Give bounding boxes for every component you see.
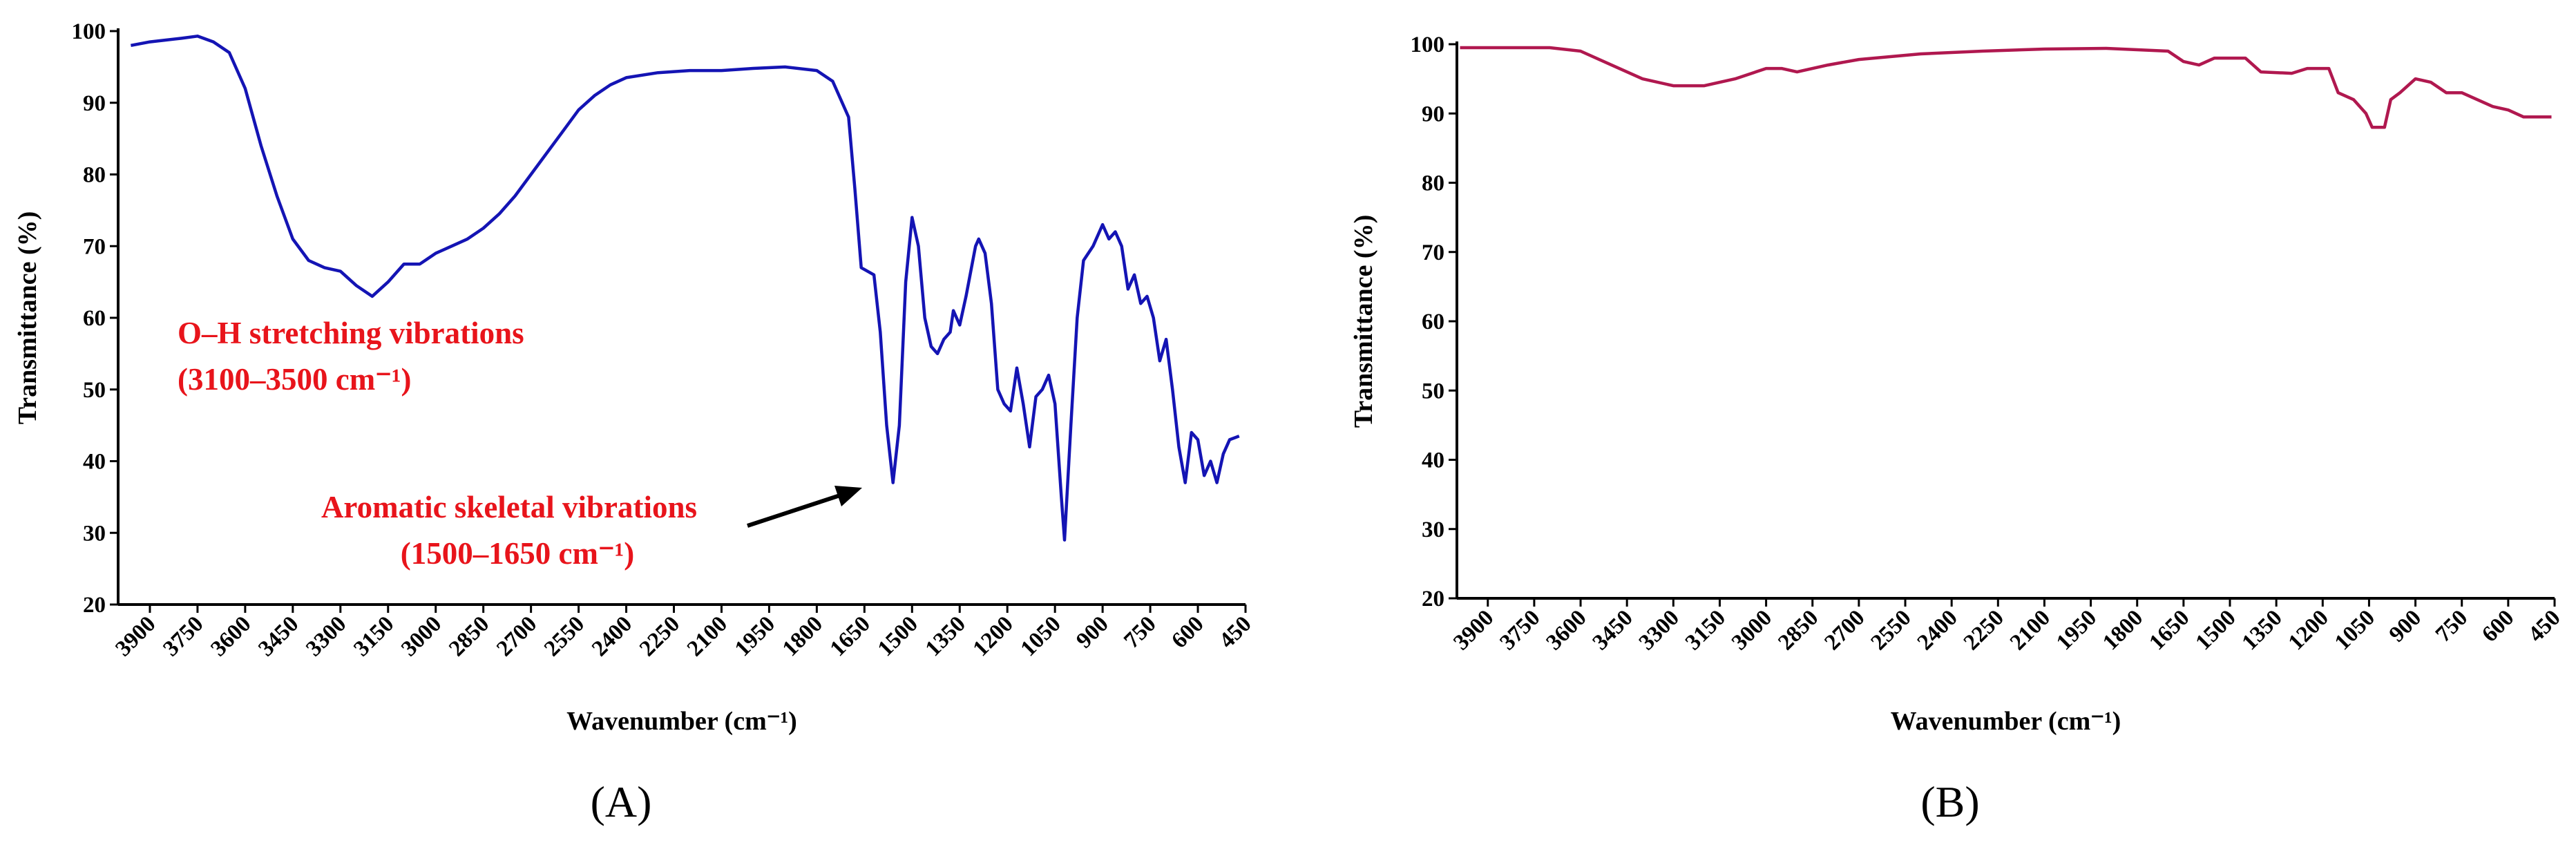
y-tick-label: 50 — [83, 378, 106, 403]
y-tick-label: 30 — [83, 521, 106, 546]
x-tick-label: 1650 — [2144, 605, 2194, 655]
annotation: (1500–1650 cm⁻¹) — [401, 536, 634, 571]
x-tick-label: 1500 — [873, 611, 923, 661]
x-tick-label: 900 — [1071, 611, 1113, 653]
x-axis-title: Wavenumber (cm⁻¹) — [566, 707, 797, 736]
x-tick-label: 1800 — [778, 611, 828, 661]
x-tick-label: 2100 — [2005, 605, 2055, 655]
x-tick-label: 2700 — [1820, 605, 1869, 655]
y-tick-label: 60 — [1422, 310, 1444, 334]
y-tick-label: 20 — [1422, 587, 1444, 611]
x-tick-label: 1800 — [2098, 605, 2148, 655]
x-tick-label: 3450 — [1588, 605, 1638, 655]
x-tick-label: 2550 — [540, 611, 589, 661]
y-tick-label: 60 — [83, 306, 106, 331]
y-tick-label: 50 — [1422, 379, 1444, 403]
arrow-head — [834, 486, 862, 506]
x-tick-label: 600 — [2477, 605, 2519, 647]
y-tick-label: 90 — [1422, 102, 1444, 126]
x-tick-label: 3900 — [1449, 605, 1498, 655]
x-tick-label: 2400 — [1913, 605, 1963, 655]
annotation: (3100–3500 cm⁻¹) — [178, 362, 411, 397]
annotation-arrow — [747, 491, 849, 528]
spectrum-line — [130, 35, 1240, 542]
spectrum-line — [1460, 46, 2552, 129]
x-tick-label: 1050 — [2330, 605, 2380, 655]
x-tick-label: 750 — [1119, 611, 1161, 653]
x-tick-label: 1950 — [730, 611, 780, 661]
x-tick-label: 2700 — [492, 611, 542, 661]
y-axis-title: Transmittance (%) — [13, 211, 42, 425]
x-tick-label: 450 — [2523, 605, 2565, 647]
y-tick-label: 70 — [83, 234, 106, 259]
panel-label: (B) — [1920, 777, 1979, 826]
x-tick-label: 3900 — [111, 611, 161, 661]
y-tick-label: 90 — [83, 91, 106, 116]
x-axis-title: Wavenumber (cm⁻¹) — [1891, 707, 2121, 736]
x-tick-label: 3750 — [1495, 605, 1545, 655]
x-tick-label: 2100 — [683, 611, 732, 661]
y-axis-title: Transmittance (%) — [1349, 215, 1378, 428]
x-tick-label: 1950 — [2052, 605, 2101, 655]
x-tick-label: 1350 — [2238, 605, 2287, 655]
annotation: Aromatic skeletal vibrations — [321, 490, 697, 524]
x-tick-label: 900 — [2385, 605, 2426, 647]
y-tick-label: 80 — [1422, 171, 1444, 196]
x-tick-label: 1350 — [921, 611, 971, 661]
y-tick-label: 100 — [72, 19, 106, 44]
y-tick-label: 20 — [83, 593, 106, 618]
y-tick-label: 40 — [83, 450, 106, 475]
x-tick-label: 600 — [1167, 611, 1208, 653]
x-tick-label: 3000 — [1727, 605, 1777, 655]
y-tick-label: 80 — [83, 163, 106, 188]
x-tick-label: 750 — [2431, 605, 2472, 647]
x-tick-label: 3300 — [301, 611, 351, 661]
x-tick-label: 1500 — [2191, 605, 2241, 655]
x-tick-label: 2400 — [587, 611, 637, 661]
y-tick-label: 40 — [1422, 448, 1444, 473]
x-tick-label: 2850 — [444, 611, 494, 661]
x-tick-label: 2850 — [1773, 605, 1823, 655]
panel-label: (A) — [591, 777, 652, 826]
x-tick-label: 3450 — [254, 611, 303, 661]
y-tick-label: 100 — [1411, 32, 1445, 57]
annotation: O–H stretching vibrations — [178, 316, 524, 350]
x-tick-label: 3150 — [349, 611, 399, 661]
x-tick-label: 3600 — [1542, 605, 1592, 655]
x-tick-label: 3300 — [1634, 605, 1684, 655]
x-tick-label: 3600 — [206, 611, 256, 661]
x-tick-label: 3150 — [1681, 605, 1730, 655]
x-tick-label: 3750 — [158, 611, 208, 661]
x-tick-label: 2250 — [1959, 605, 2009, 655]
x-tick-label: 1650 — [826, 611, 875, 661]
x-tick-label: 3000 — [397, 611, 446, 661]
y-tick-label: 70 — [1422, 240, 1444, 265]
y-tick-label: 30 — [1422, 517, 1444, 542]
x-tick-label: 2250 — [635, 611, 685, 661]
x-tick-label: 1200 — [2284, 605, 2334, 655]
x-tick-label: 1050 — [1016, 611, 1066, 661]
x-tick-label: 1200 — [969, 611, 1018, 661]
x-tick-label: 2550 — [1867, 605, 1916, 655]
x-tick-label: 450 — [1214, 611, 1256, 653]
